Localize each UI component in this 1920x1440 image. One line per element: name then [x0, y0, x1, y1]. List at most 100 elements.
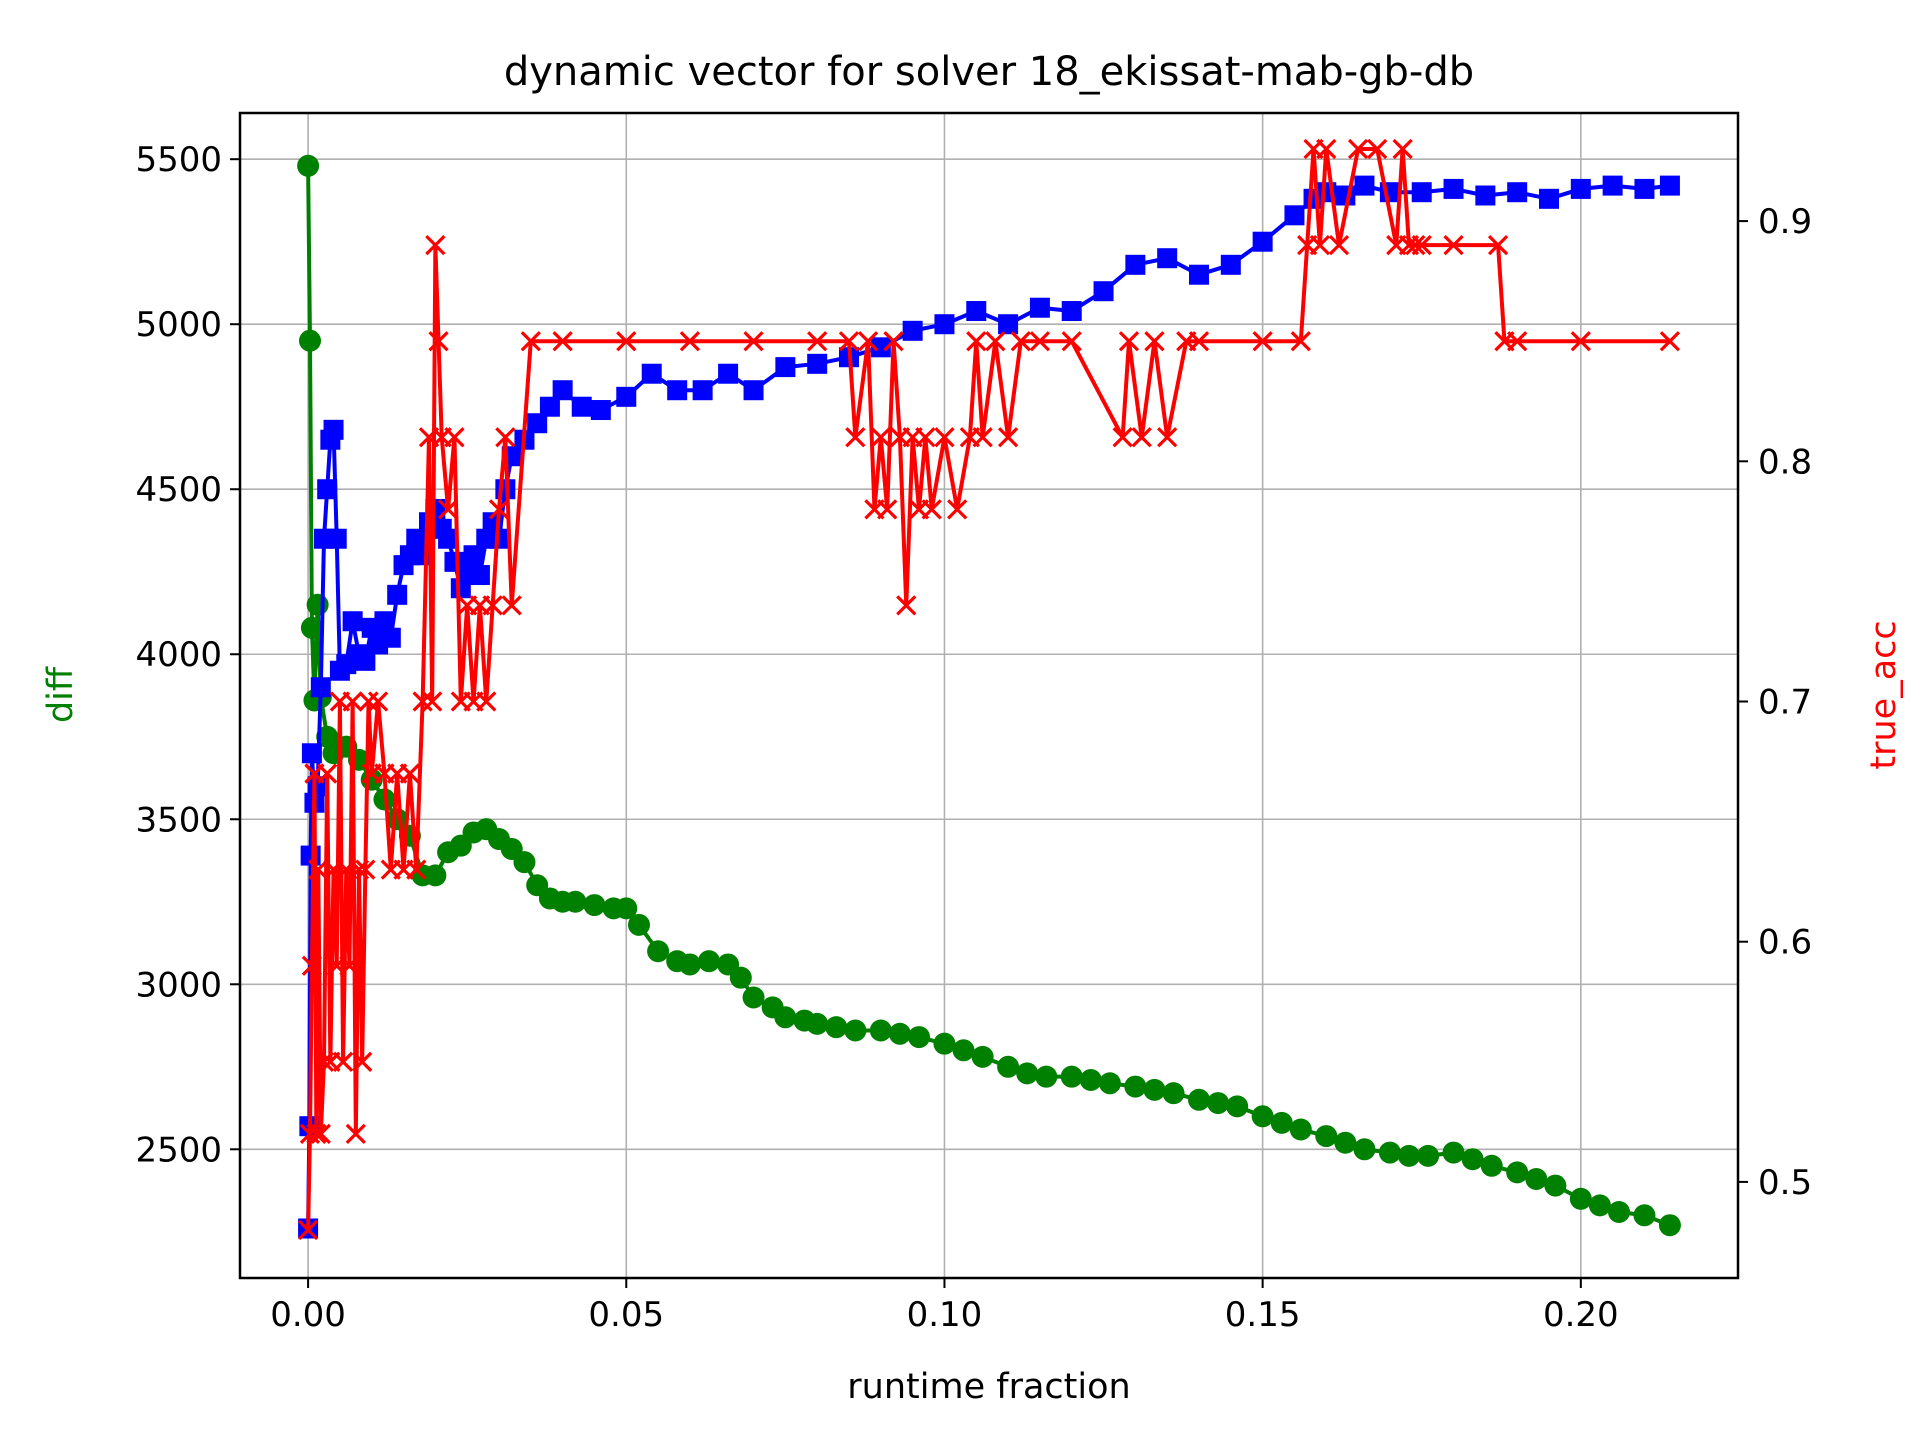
data-point: [1060, 1065, 1083, 1088]
data-point: [1633, 1204, 1656, 1227]
data-point: [386, 808, 409, 831]
data-point: [679, 331, 701, 352]
data-point: [1570, 178, 1591, 199]
data-point: [513, 851, 536, 874]
data-point: [1143, 1078, 1166, 1101]
data-point: [934, 314, 955, 335]
data-point: [1602, 175, 1623, 196]
data-point: [1353, 1138, 1376, 1161]
series-1-square: [298, 175, 1680, 1239]
data-point: [297, 154, 320, 177]
data-point: [743, 380, 764, 401]
data-point: [450, 578, 471, 599]
data-point: [947, 499, 968, 520]
data-point: [971, 1045, 994, 1068]
data-point: [1443, 234, 1464, 256]
data-point: [641, 363, 662, 384]
data-point: [1098, 1072, 1121, 1095]
data-point: [1378, 1141, 1401, 1164]
data-point: [1270, 1111, 1293, 1134]
data-point: [902, 320, 923, 341]
data-point: [1125, 254, 1146, 275]
data-point: [952, 1039, 975, 1062]
data-point: [527, 413, 548, 434]
data-point: [1367, 138, 1388, 160]
data-point: [998, 314, 1019, 335]
data-point: [1226, 1095, 1249, 1118]
data-point: [1539, 188, 1559, 209]
data-point: [339, 955, 360, 976]
data-point: [301, 955, 323, 976]
chart-title: dynamic vector for solver 18_ekissat-mab…: [504, 49, 1474, 95]
data-point: [326, 528, 347, 549]
x-tick-label: 0.20: [1543, 1295, 1619, 1335]
data-point: [1544, 1174, 1567, 1197]
data-point: [306, 593, 329, 616]
data-point: [1220, 254, 1241, 275]
data-point: [1334, 1131, 1357, 1154]
data-point: [877, 499, 898, 520]
data-point: [966, 331, 987, 352]
data-point: [1507, 331, 1528, 352]
data-point: [374, 611, 395, 632]
data-point: [1335, 185, 1356, 206]
data-point: [1289, 1118, 1312, 1141]
data-point: [1480, 1154, 1503, 1177]
data-point: [348, 859, 370, 880]
data-point: [615, 897, 638, 920]
data-point: [352, 1051, 373, 1072]
data-point: [806, 1012, 829, 1035]
data-point: [425, 234, 446, 256]
data-point: [692, 380, 713, 401]
data-point: [921, 499, 942, 520]
data-point: [888, 1022, 911, 1045]
data-point: [476, 691, 497, 712]
data-point: [1309, 234, 1331, 256]
data-point: [997, 1055, 1020, 1078]
data-point: [308, 859, 329, 880]
data-point: [412, 691, 433, 712]
data-point: [775, 357, 796, 378]
data-point: [387, 584, 408, 605]
axis-layer: 0.00 0.05 0.10 0.15 0.20 2500 3000 3500 4000 4500…: [135, 140, 1812, 1335]
data-point: [966, 301, 987, 322]
data-point: [1061, 331, 1082, 352]
x-tick-label: 0.15: [1225, 1295, 1301, 1335]
data-point: [825, 1016, 848, 1039]
data-point: [1284, 205, 1305, 226]
data-point: [1188, 331, 1210, 352]
data-point: [552, 331, 573, 352]
data-point: [1405, 234, 1426, 256]
data-point: [870, 337, 891, 358]
data-point: [838, 331, 860, 352]
data-point: [463, 545, 484, 566]
data-point: [743, 331, 764, 352]
y-left-tick-label: 3000: [135, 965, 222, 1005]
data-point: [488, 499, 510, 520]
data-point: [869, 1019, 892, 1042]
data-point: [807, 353, 828, 374]
data-point: [628, 913, 650, 936]
data-point: [729, 966, 752, 989]
data-point: [616, 386, 637, 407]
data-point: [424, 864, 447, 887]
data-point: [317, 479, 338, 500]
data-point: [316, 725, 339, 748]
data-point: [1525, 1167, 1548, 1190]
data-point: [520, 331, 541, 352]
data-point: [1634, 178, 1655, 199]
data-point: [552, 380, 573, 401]
data-point: [985, 331, 1006, 352]
y-axis-label-left: diff: [41, 666, 81, 723]
data-point: [428, 331, 449, 352]
data-point: [1157, 248, 1178, 269]
grid-layer: [240, 113, 1738, 1278]
data-point: [539, 396, 560, 417]
data-point: [310, 677, 331, 698]
data-point: [1658, 1214, 1681, 1237]
data-point: [1588, 1194, 1611, 1217]
y-left-tick-label: 5000: [135, 305, 222, 345]
data-point: [342, 691, 363, 712]
